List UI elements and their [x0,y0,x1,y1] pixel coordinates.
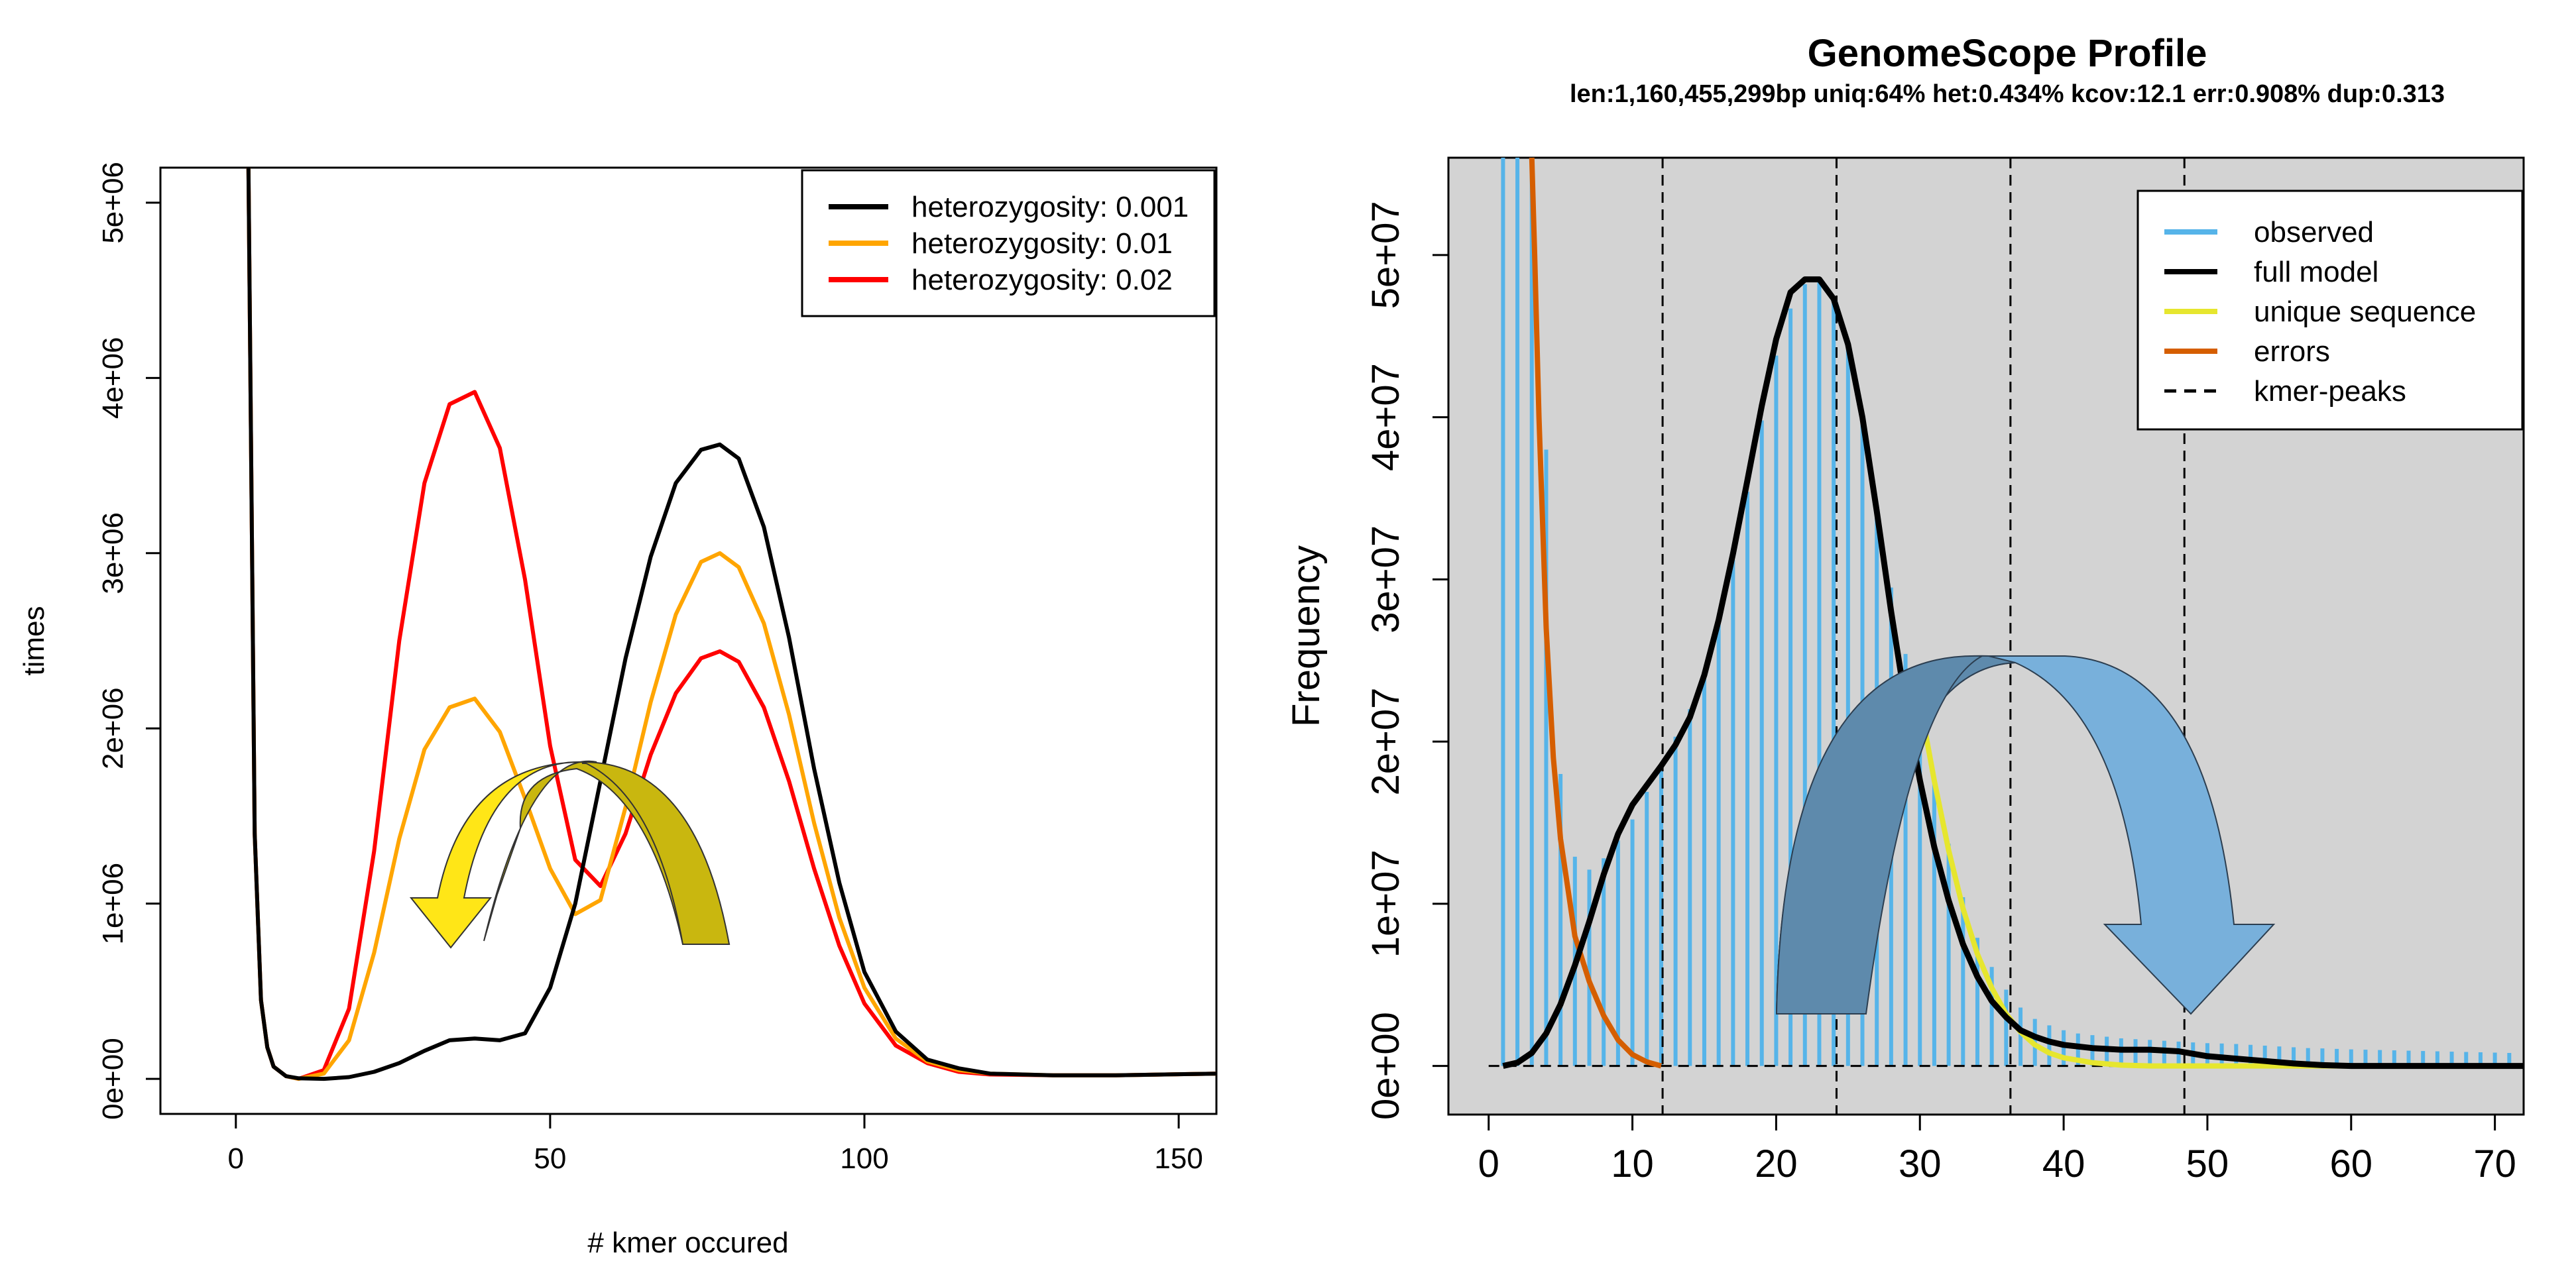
left-x-tick-label: 0 [228,1142,244,1175]
legend-label-errors: errors [2254,335,2330,368]
left-y-axis-label: times [18,606,50,675]
right-y-tick-label: 2e+07 [1364,688,1407,796]
right-legend: observed full model unique sequence erro… [2137,190,2524,431]
right-y-axis: 0e+00 1e+07 2e+07 3e+07 4e+07 5e+07 [1364,201,1448,1120]
right-chart: GenomeScope Profile len:1,160,455,299bp … [1285,32,2525,1185]
full-model-line [1502,276,2524,1070]
right-y-tick-label: 3e+07 [1364,525,1407,633]
right-y-tick-label: 0e+00 [1364,1012,1407,1120]
left-x-axis-label: # kmer occured [587,1227,788,1259]
right-x-tick-label: 20 [1755,1142,1798,1185]
right-x-tick-label: 50 [2186,1142,2229,1185]
legend-label-full-model: full model [2254,256,2378,288]
left-y-tick-label: 1e+06 [97,863,129,945]
right-x-tick-label: 10 [1611,1142,1654,1185]
legend-label-het-001: heterozygosity: 0.01 [911,227,1173,260]
right-y-tick-label: 5e+07 [1364,201,1407,309]
legend-label-unique-sequence: unique sequence [2254,296,2476,328]
left-legend: heterozygosity: 0.001 heterozygosity: 0.… [801,169,1216,317]
left-y-tick-label: 4e+06 [97,337,129,419]
yellow-curved-arrow [409,760,731,949]
blue-curved-arrow [1775,655,2276,1015]
right-x-tick-label: 0 [1478,1142,1499,1185]
right-x-tick-label: 60 [2330,1142,2373,1185]
legend-label-het-002: heterozygosity: 0.02 [911,264,1173,296]
legend-label-kmer-peaks: kmer-peaks [2254,375,2406,408]
left-y-tick-label: 3e+06 [97,512,129,594]
right-x-tick-label: 30 [1899,1142,1942,1185]
left-x-tick-label: 100 [840,1142,888,1175]
right-series-group [1502,157,2524,1070]
legend-label-het-0001: heterozygosity: 0.001 [911,191,1189,223]
right-x-axis: 0 10 20 30 40 50 60 70 [1478,1115,2516,1185]
right-y-axis-label: Frequency [1285,545,1328,727]
left-x-tick-label: 50 [534,1142,566,1175]
left-y-axis: 0e+00 1e+06 2e+06 3e+06 4e+06 5e+06 [97,162,160,1120]
left-y-tick-label: 2e+06 [97,687,129,769]
left-x-axis: 0 50 100 150 [228,1114,1203,1175]
errors-line [1529,157,1662,1069]
left-y-tick-label: 5e+06 [97,162,129,244]
right-chart-title: GenomeScope Profile [1808,32,2207,75]
left-chart: 0 50 100 150 0e+00 1e+06 2e+06 3e+06 4e+06 5e+06… [18,162,1218,1259]
legend-label-observed: observed [2254,216,2374,248]
right-chart-subtitle: len:1,160,455,299bp uniq:64% het:0.434% … [1570,80,2445,108]
right-x-tick-label: 70 [2473,1142,2516,1185]
right-x-tick-label: 40 [2042,1142,2085,1185]
left-x-tick-label: 150 [1154,1142,1202,1175]
left-y-tick-label: 0e+00 [97,1038,129,1120]
right-y-tick-label: 4e+07 [1364,363,1407,471]
right-y-tick-label: 1e+07 [1364,850,1407,958]
left-plot-frame [159,166,1218,1115]
